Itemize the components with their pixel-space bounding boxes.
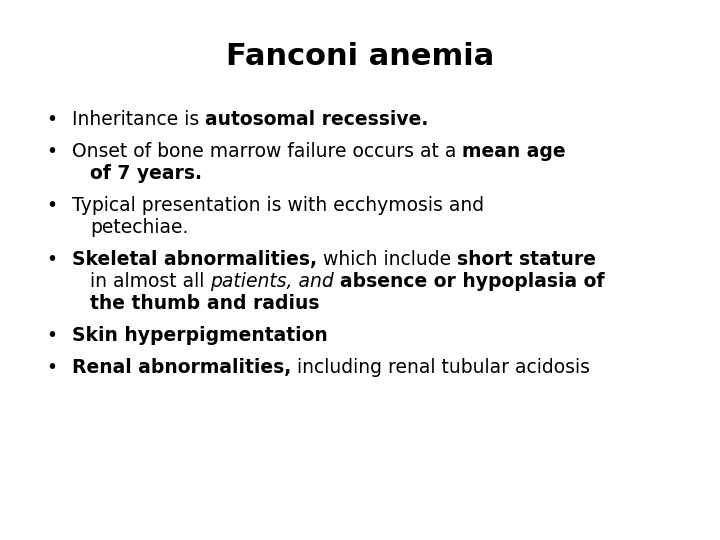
Text: •: • [46, 142, 58, 161]
Text: short stature: short stature [457, 250, 596, 269]
Text: •: • [46, 196, 58, 215]
Text: Inheritance is: Inheritance is [72, 110, 205, 129]
Text: which include: which include [317, 250, 457, 269]
Text: Skin hyperpigmentation: Skin hyperpigmentation [72, 326, 328, 345]
Text: Typical presentation is with ecchymosis and: Typical presentation is with ecchymosis … [72, 196, 484, 215]
Text: Onset of bone marrow failure occurs at a: Onset of bone marrow failure occurs at a [72, 142, 462, 161]
Text: •: • [46, 326, 58, 345]
Text: and radius: and radius [207, 294, 319, 313]
Text: the thumb: the thumb [90, 294, 200, 313]
Text: Renal abnormalities,: Renal abnormalities, [72, 358, 292, 377]
Text: patients, and: patients, and [210, 272, 334, 291]
Text: •: • [46, 250, 58, 269]
Text: autosomal recessive.: autosomal recessive. [205, 110, 428, 129]
Text: in almost all: in almost all [90, 272, 210, 291]
Text: absence or hypoplasia of: absence or hypoplasia of [340, 272, 605, 291]
Text: including renal tubular acidosis: including renal tubular acidosis [292, 358, 590, 377]
Text: •: • [46, 110, 58, 129]
Text: petechiae.: petechiae. [90, 218, 189, 237]
Text: of 7 years.: of 7 years. [90, 164, 202, 183]
Text: Skeletal abnormalities,: Skeletal abnormalities, [72, 250, 317, 269]
Text: Fanconi anemia: Fanconi anemia [226, 42, 494, 71]
Text: •: • [46, 358, 58, 377]
Text: mean age: mean age [462, 142, 566, 161]
